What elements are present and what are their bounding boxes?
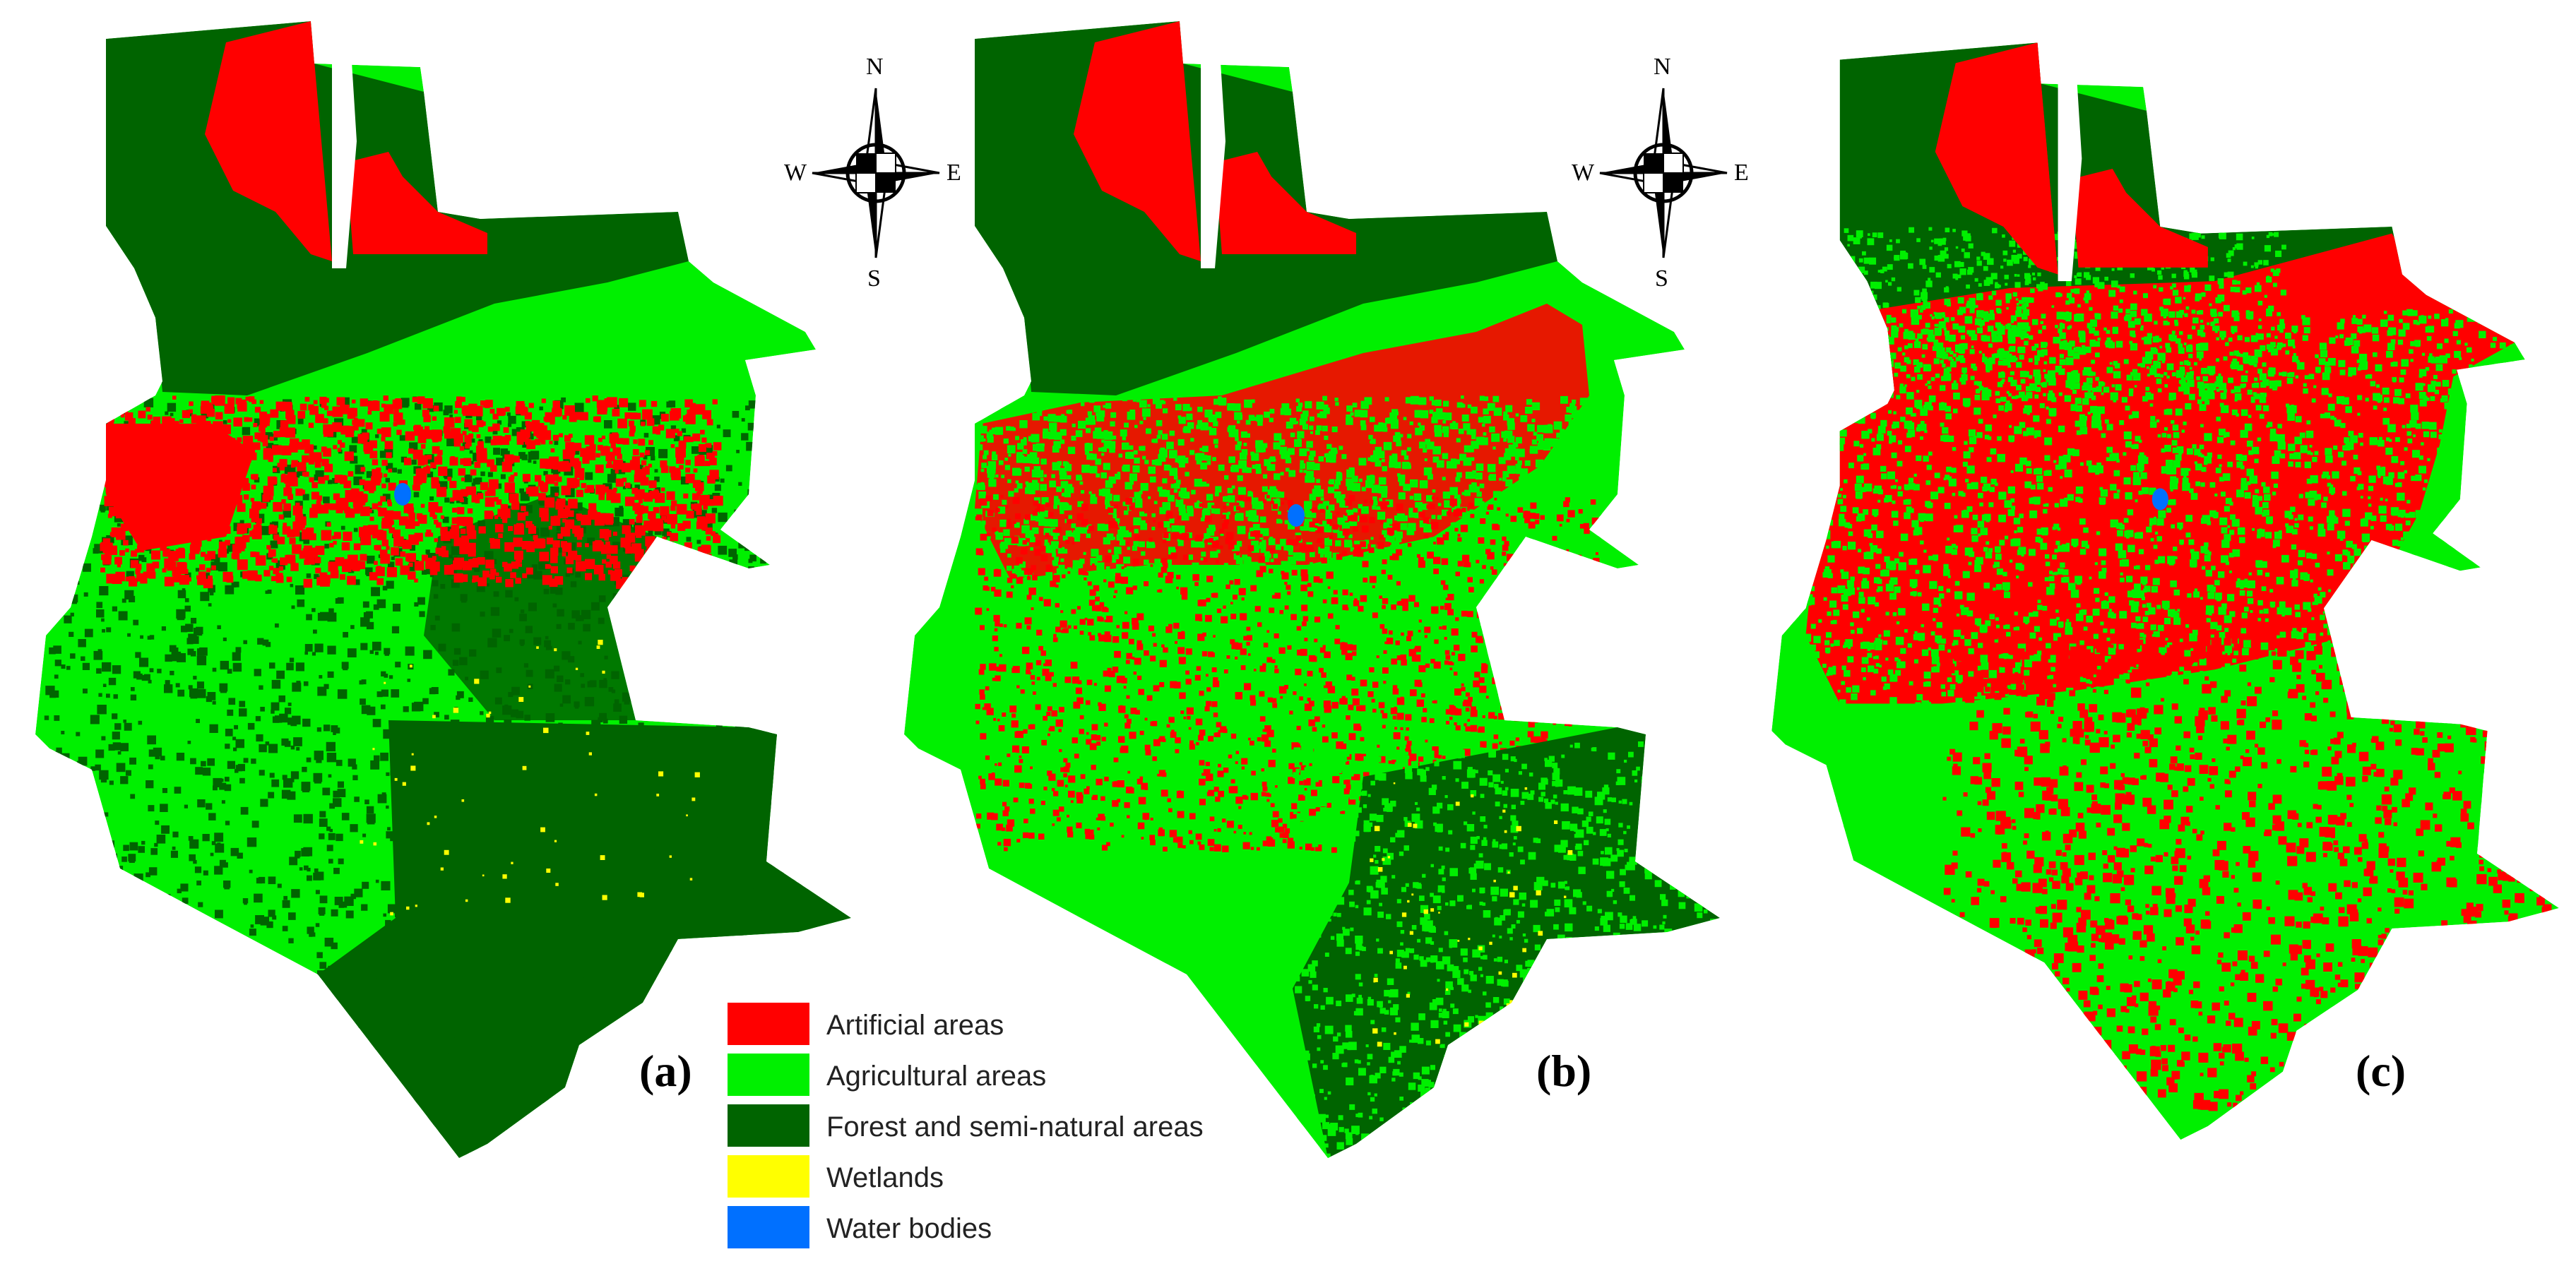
legend-label-forest: Forest and semi-natural areas: [826, 1111, 1204, 1142]
legend-swatch-water: [728, 1206, 809, 1248]
map-b: [904, 21, 1720, 1158]
legend-item-forest: Forest and semi-natural areas: [728, 1104, 1504, 1150]
map-panel-c: [1738, 0, 2576, 1271]
compass-s-label: S: [867, 265, 881, 292]
legend-label-artificial: Artificial areas: [826, 1010, 1004, 1041]
map-panel-b: [869, 0, 1738, 1271]
legend-swatch-agricultural: [728, 1054, 809, 1096]
water-body: [2151, 488, 2168, 511]
compass-e-label: E: [1734, 160, 1749, 186]
panel-label-b: (b): [1536, 1046, 1592, 1096]
compass-w-label: W: [1572, 160, 1595, 186]
panel-label-a: (a): [639, 1046, 692, 1096]
legend-label-wetlands: Wetlands: [826, 1162, 944, 1193]
legend-swatch-artificial: [728, 1003, 809, 1045]
legend-item-wetlands: Wetlands: [728, 1155, 1504, 1200]
legend-label-agricultural: Agricultural areas: [826, 1061, 1047, 1092]
compass-rose-1: N S E W: [784, 54, 968, 292]
water-body: [394, 483, 411, 506]
legend-swatch-forest: [728, 1104, 809, 1147]
legend-item-water: Water bodies: [728, 1206, 1504, 1251]
compass-e-label: E: [946, 160, 961, 186]
legend-item-agricultural: Agricultural areas: [728, 1054, 1504, 1099]
compass-n-label: N: [1654, 54, 1671, 80]
map-panel-a: [0, 0, 869, 1271]
compass-n-label: N: [866, 54, 884, 80]
compass-rose-2: N S E W: [1572, 54, 1755, 292]
compass-rose-icon: [1599, 88, 1728, 258]
legend-swatch-wetlands: [728, 1155, 809, 1198]
legend-label-water: Water bodies: [826, 1213, 992, 1244]
compass-rose-icon: [812, 88, 940, 258]
legend-item-artificial: Artificial areas: [728, 1003, 1504, 1048]
water-body: [1288, 504, 1305, 527]
map-a: [35, 21, 851, 1158]
map-c: [1771, 42, 2559, 1140]
compass-w-label: W: [784, 160, 807, 186]
panel-label-c: (c): [2356, 1046, 2406, 1096]
compass-s-label: S: [1655, 265, 1668, 292]
